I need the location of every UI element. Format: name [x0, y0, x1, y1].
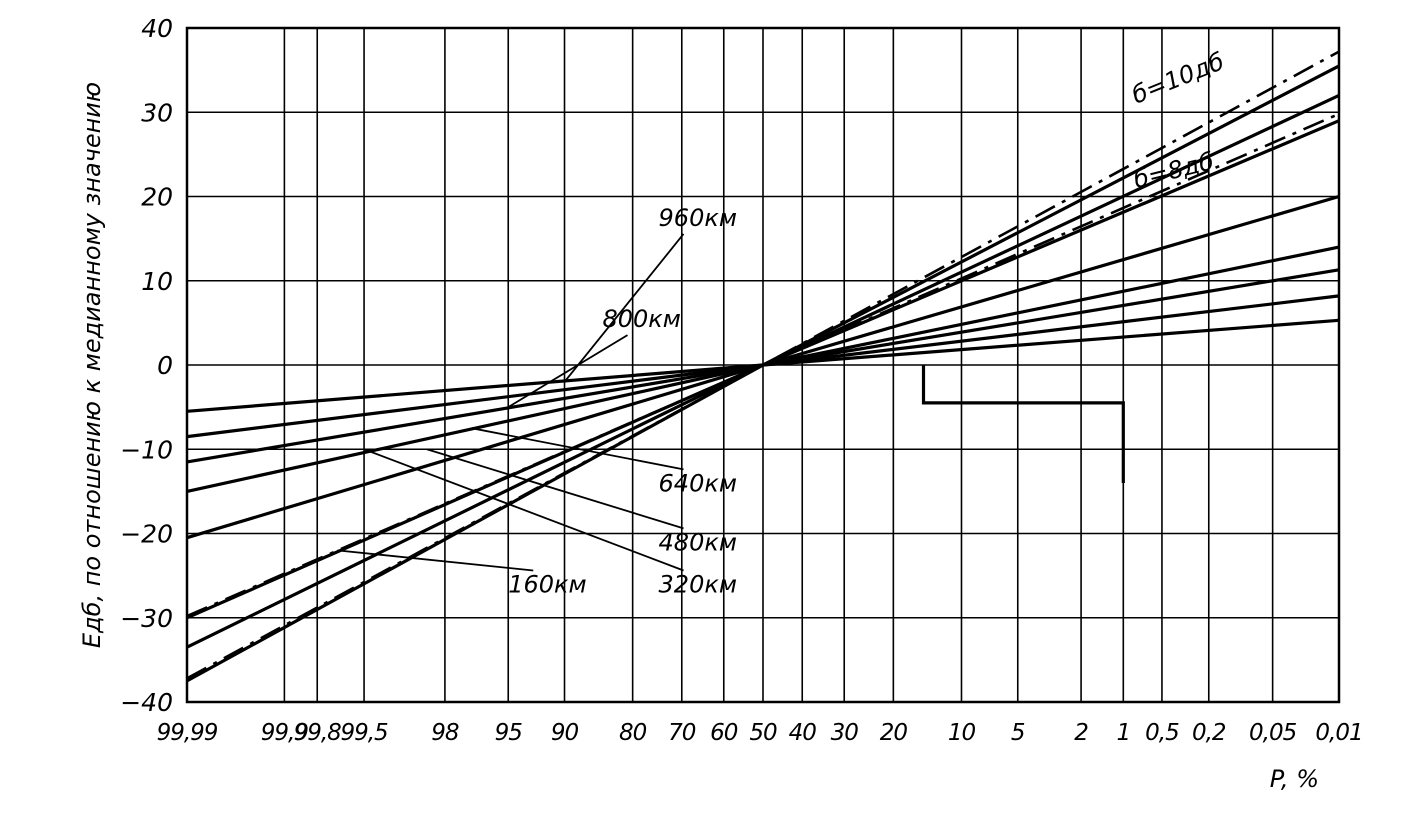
x-tick-label: 99,9: [261, 720, 309, 746]
x-tick-label: 90: [551, 720, 579, 746]
x-tick-label: 60: [710, 720, 738, 746]
y-tick-label: 30: [141, 98, 173, 127]
x-tick-label: 0,5: [1145, 720, 1179, 746]
annotation-label: 800км: [602, 305, 680, 333]
series-line-8: [186, 64, 1340, 683]
x-tick-label: 10: [948, 720, 976, 746]
x-tick-label: 5: [1011, 720, 1025, 746]
annotation-leader: [426, 448, 684, 530]
y-tick-label: −20: [120, 520, 173, 549]
annotation-label: 320км: [659, 570, 737, 598]
x-tick-label: 99,5: [340, 720, 388, 746]
step-polyline: [921, 365, 1125, 483]
plot-frame: [185, 26, 1341, 704]
annotation-leader: [563, 233, 685, 383]
x-tick-label: 40: [789, 720, 817, 746]
x-tick-label: 1: [1116, 720, 1130, 746]
y-axis-title: Eдб, по отношению к медианному значению: [78, 82, 106, 648]
annotation-label: 960км: [659, 204, 737, 232]
data-series: [186, 50, 1340, 683]
x-tick-label: 50: [749, 720, 777, 746]
annotation-label: 480км: [659, 528, 737, 556]
annotation-leaders: [337, 233, 685, 572]
annotation-label: б=8дб: [1131, 147, 1217, 194]
x-axis-title: P, %: [1270, 765, 1319, 793]
y-tick-label: −30: [120, 604, 173, 633]
x-tick-label: 2: [1074, 720, 1088, 746]
x-tick-label: 30: [831, 720, 859, 746]
annotation-leader: [337, 549, 534, 572]
y-tick-label: 0: [157, 351, 173, 380]
x-tick-label: 99,99: [157, 720, 218, 746]
x-tick-label: 80: [619, 720, 647, 746]
annotation-leader: [471, 427, 684, 471]
y-tick-label: −10: [120, 435, 173, 464]
series-line-9: [186, 50, 1340, 680]
y-tick-label: 40: [141, 14, 173, 43]
x-tick-labels: 99,99 99,999,8 99,5 98 95 90 80 70 60 50 40 30 20 10 5…: [157, 720, 1364, 746]
step-line: [921, 365, 1125, 483]
x-tick-label: 95: [495, 720, 523, 746]
x-tick-label: 0,01: [1315, 720, 1362, 746]
y-tick-label: 10: [141, 267, 173, 296]
annotation-label: 160км: [508, 570, 586, 598]
y-tick-label: −40: [120, 688, 173, 717]
x-tick-label: 99,8: [294, 720, 342, 746]
x-tick-label: 0,05: [1249, 720, 1297, 746]
y-tick-labels: 40 30 20 10 0 −10 −20 −30 −40: [120, 14, 173, 717]
annotation-label: б=10дб: [1128, 47, 1228, 109]
annotation-leader: [363, 448, 684, 572]
x-tick-label: 70: [668, 720, 696, 746]
y-tick-label: 20: [141, 183, 173, 212]
x-tick-label: 98: [431, 720, 459, 746]
x-tick-label: 0,2: [1192, 720, 1226, 746]
x-tick-label: 20: [880, 720, 908, 746]
annotation-leader: [507, 334, 628, 408]
annotation-label: 640км: [659, 469, 737, 497]
